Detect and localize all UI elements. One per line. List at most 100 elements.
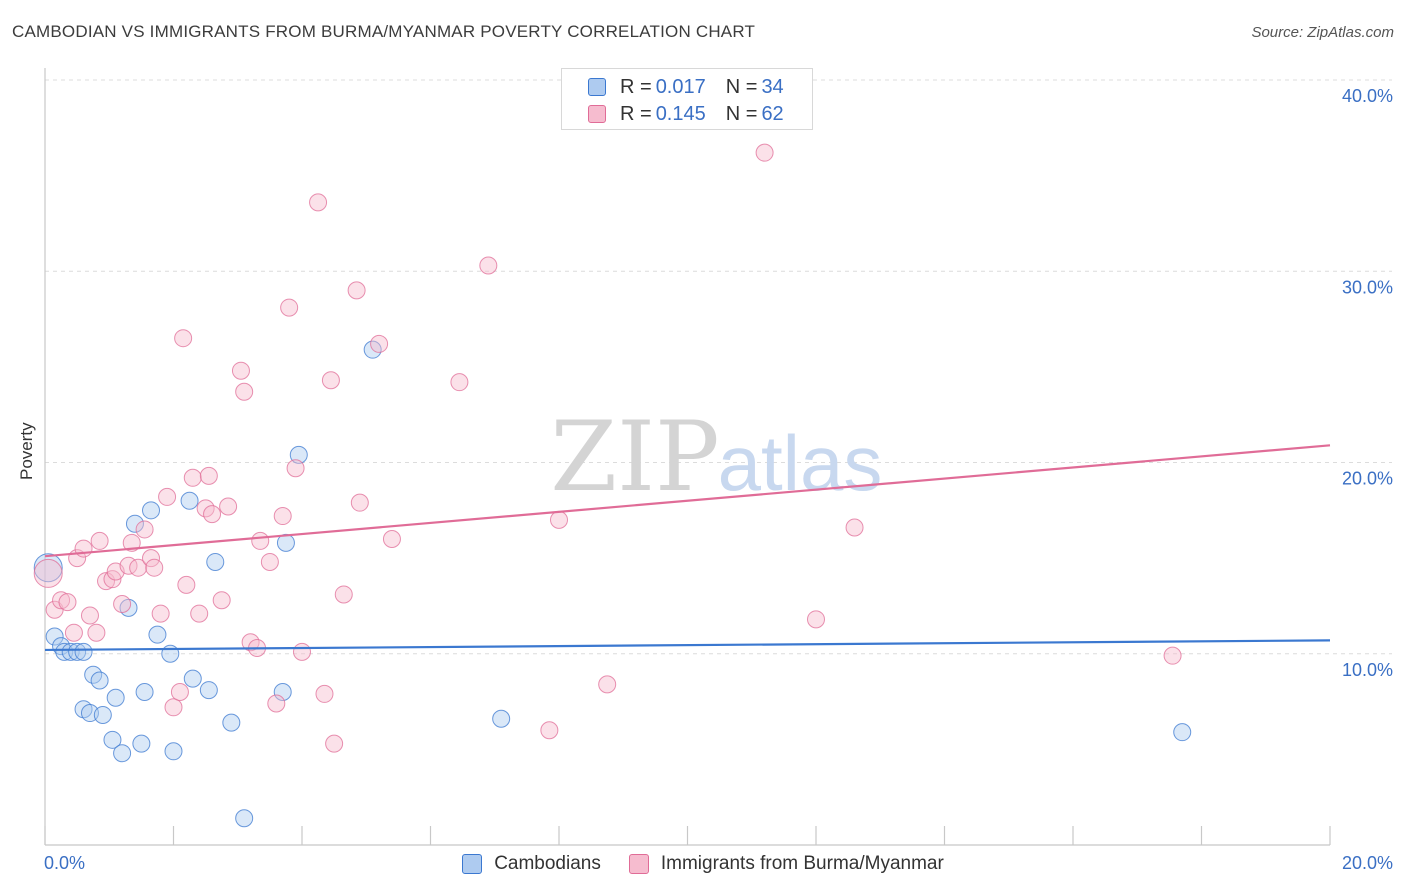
y-tick-label: 30.0% (1342, 277, 1393, 297)
y-tick-label: 10.0% (1342, 660, 1393, 680)
burma-point (219, 497, 238, 516)
legend-swatch-blue (462, 854, 483, 874)
legend-swatch-pink (588, 105, 606, 123)
burma-point (267, 694, 286, 713)
burma-point (183, 468, 202, 487)
legend-item-burma[interactable]: Immigrants from Burma/Myanmar (628, 853, 944, 875)
burma-point (33, 558, 63, 588)
burma-point (273, 507, 292, 526)
burma-point (235, 382, 254, 401)
cambodian-point (106, 688, 125, 707)
burma-point (58, 593, 77, 612)
trend-lines (44, 444, 1331, 652)
cambodian-point (61, 642, 80, 661)
burma-point (212, 591, 231, 610)
burma-point (347, 281, 366, 300)
tick-labels: 10.0% 20.0% 30.0% 40.0% 0.0% 20.0% (44, 86, 1393, 873)
burma-point (334, 585, 353, 604)
cambodian-point (206, 552, 225, 571)
legend-item-cambodians[interactable]: Cambodians (462, 853, 601, 875)
burma-point (177, 575, 196, 594)
cambodian-point (183, 669, 202, 688)
cambodian-point (135, 683, 154, 701)
burma-point (550, 510, 568, 529)
burma-point (540, 721, 559, 740)
cambodian-point (68, 642, 87, 661)
burma-point (479, 256, 498, 275)
burma-point (251, 531, 270, 550)
cambodian-point (74, 642, 93, 661)
cambodian-point (103, 730, 122, 749)
cambodian-point (289, 445, 308, 464)
legend-n-value: 34 (761, 75, 784, 98)
burma-point (129, 558, 148, 577)
burma-point (231, 361, 250, 380)
legend-item-label: Immigrants from Burma/Myanmar (660, 853, 944, 874)
cambodian-point (164, 742, 183, 761)
legend-n-value: 62 (761, 102, 784, 125)
cambodian-point (132, 734, 151, 753)
burma-point (52, 591, 71, 610)
burma-point (315, 684, 334, 703)
burma-point (97, 572, 116, 591)
cambodian-point (90, 671, 109, 690)
burma-point (164, 698, 183, 717)
legend-r-value: 0.017 (655, 75, 706, 98)
burma-point (190, 604, 209, 623)
cambodian-point (33, 553, 63, 583)
axes (44, 68, 1331, 846)
burma-point (350, 493, 369, 512)
cambodian-point (125, 514, 144, 533)
burma-point (80, 606, 99, 625)
burma-point (199, 466, 218, 485)
burma-point (122, 533, 141, 552)
data-points (33, 143, 1192, 828)
burma-point (87, 623, 106, 642)
burma-point (450, 373, 469, 392)
cambodian-point (142, 501, 161, 520)
burma-point (90, 531, 109, 550)
legend-n-label: N = (725, 102, 758, 125)
burma-point (370, 334, 389, 353)
source-label: Source: ZipAtlas.com (1251, 24, 1394, 41)
x-tick-label: 20.0% (1342, 853, 1393, 873)
watermark: ZIP atlas (550, 401, 882, 513)
cambodian-point (55, 642, 74, 661)
burma-point (145, 558, 164, 577)
cambodian-point (45, 627, 64, 646)
cambodian-point (148, 625, 167, 644)
burma-point (321, 371, 340, 390)
watermark-atlas: atlas (718, 419, 883, 507)
y-tick-label: 20.0% (1342, 469, 1393, 489)
burma-point (260, 552, 279, 571)
burma-point (325, 734, 344, 753)
burma-point (142, 549, 161, 568)
cambodian-point (492, 709, 511, 728)
cambodian-point (235, 809, 254, 828)
chart-title: CAMBODIAN VS IMMIGRANTS FROM BURMA/MYANM… (12, 22, 756, 41)
series-legend: Cambodians Immigrants from Burma/Myanmar (0, 852, 1406, 876)
burma-point (135, 520, 154, 539)
legend-r-label: R = (620, 102, 652, 125)
legend-r-label: R = (620, 75, 652, 98)
burma-point (845, 518, 864, 537)
burma-point (74, 539, 93, 558)
burma-point (113, 595, 132, 614)
y-tick-label: 40.0% (1342, 86, 1393, 106)
x-tick-label: 0.0% (44, 853, 85, 873)
legend-row-burma: R = 0.145 N = 62 (588, 102, 784, 126)
burma-point (293, 642, 311, 661)
burma-point (174, 329, 193, 348)
burma-point (807, 610, 825, 629)
burma-point (64, 623, 83, 642)
burma-point (309, 193, 328, 212)
burma-trend-line (44, 444, 1331, 558)
cambodian-point (199, 681, 218, 700)
legend-swatch-pink (628, 854, 649, 874)
burma-point (280, 298, 299, 317)
cambodian-point (273, 683, 292, 701)
watermark-zip: ZIP (550, 401, 719, 513)
cambodian-trend-line (44, 639, 1331, 652)
burma-point (1163, 646, 1182, 665)
legend-n-label: N = (725, 75, 758, 98)
